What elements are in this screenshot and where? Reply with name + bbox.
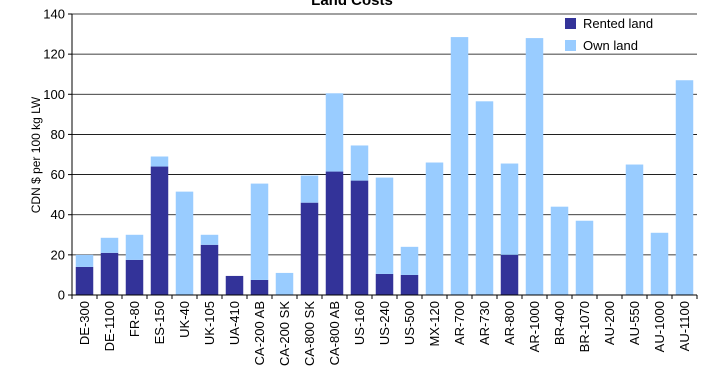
axes bbox=[68, 13, 698, 299]
bar-rented-ua-410 bbox=[225, 275, 244, 295]
x-tick-label: AR-730 bbox=[477, 301, 492, 345]
bar-rented-es-150 bbox=[150, 166, 169, 295]
x-tick-label: US-160 bbox=[352, 301, 367, 345]
chart-title: Land Costs bbox=[311, 0, 393, 9]
x-tick-label: US-240 bbox=[377, 301, 392, 345]
bar-own-ar-730 bbox=[475, 101, 494, 295]
x-tick-label: DE-1100 bbox=[102, 301, 117, 351]
bar-own-au-1100 bbox=[675, 80, 694, 295]
y-tick-label: 0 bbox=[58, 288, 65, 303]
x-tick-label: MX-120 bbox=[427, 301, 442, 347]
x-tick-label: CA-800 SK bbox=[302, 301, 317, 366]
y-tick-label: 100 bbox=[43, 87, 65, 102]
bar-rented-us-160 bbox=[350, 180, 369, 295]
x-tick-label: AR-1000 bbox=[527, 301, 542, 352]
bar-own-fr-80 bbox=[125, 234, 144, 260]
legend-swatch-rented bbox=[565, 18, 576, 29]
bar-own-au-550 bbox=[625, 164, 644, 295]
legend: Rented land Own land bbox=[565, 16, 653, 53]
bar-own-us-500 bbox=[400, 246, 419, 275]
x-tick-label: AU-550 bbox=[627, 301, 642, 345]
bar-rented-ca-800-ab bbox=[325, 171, 344, 295]
x-tick-label: DE-300 bbox=[77, 301, 92, 345]
bar-rented-de-300 bbox=[75, 266, 94, 295]
x-tick-label: FR-80 bbox=[127, 301, 142, 337]
bar-own-ca-200-ab bbox=[250, 183, 269, 280]
bar-rented-uk-105 bbox=[200, 244, 219, 295]
bar-own-mx-120 bbox=[425, 162, 444, 295]
bar-rented-de-1100 bbox=[100, 252, 119, 295]
x-tick-label: CA-200 AB bbox=[252, 301, 267, 365]
y-tick-label: 120 bbox=[43, 47, 65, 62]
y-tick-labels: 0 20 40 60 80 100 120 140 bbox=[43, 7, 65, 303]
y-tick-label: 40 bbox=[51, 207, 65, 222]
x-tick-label: AU-1000 bbox=[652, 301, 667, 352]
bar-own-au-1000 bbox=[650, 232, 669, 295]
x-tick-label: AU-200 bbox=[602, 301, 617, 345]
bar-rented-ar-800 bbox=[500, 254, 519, 295]
bar-own-uk-105 bbox=[200, 234, 219, 245]
y-tick-label: 20 bbox=[51, 247, 65, 262]
x-tick-label: AR-800 bbox=[502, 301, 517, 345]
y-tick-label: 60 bbox=[51, 167, 65, 182]
bar-rented-us-500 bbox=[400, 274, 419, 295]
x-tick-label: UA-410 bbox=[227, 301, 242, 345]
y-tick-label: 80 bbox=[51, 127, 65, 142]
x-tick-label: UK-105 bbox=[202, 301, 217, 345]
bar-own-ca-200-sk bbox=[275, 272, 294, 295]
bar-own-ca-800-sk bbox=[300, 175, 319, 203]
y-axis-label: CDN $ per 100 kg LW bbox=[29, 96, 43, 213]
x-tick-labels: DE-300 DE-1100 FR-80 ES-150 UK-40 UK-105 UA-41… bbox=[77, 301, 692, 366]
x-tick-label: AR-700 bbox=[452, 301, 467, 345]
bar-own-us-240 bbox=[375, 177, 394, 274]
legend-label-rented: Rented land bbox=[583, 16, 653, 31]
bar-own-uk-40 bbox=[175, 191, 194, 295]
x-tick-label: AU-1100 bbox=[677, 301, 692, 351]
x-tick-label: CA-200 SK bbox=[277, 301, 292, 366]
bar-own-br-400 bbox=[550, 206, 569, 295]
bar-own-ar-1000 bbox=[525, 38, 544, 295]
bar-own-us-160 bbox=[350, 145, 369, 181]
bar-own-es-150 bbox=[150, 156, 169, 167]
bar-rented-fr-80 bbox=[125, 259, 144, 295]
bars-group bbox=[75, 37, 694, 295]
x-tick-label: CA-800 AB bbox=[327, 301, 342, 365]
bar-rented-us-240 bbox=[375, 273, 394, 295]
bar-own-de-300 bbox=[75, 254, 94, 267]
legend-swatch-own bbox=[565, 40, 576, 51]
x-tick-label: ES-150 bbox=[152, 301, 167, 344]
x-tick-label: US-500 bbox=[402, 301, 417, 345]
bar-own-de-1100 bbox=[100, 237, 119, 253]
bar-own-br-1070 bbox=[575, 220, 594, 295]
bar-rented-ca-800-sk bbox=[300, 202, 319, 295]
legend-label-own: Own land bbox=[583, 38, 638, 53]
bar-own-ca-800-ab bbox=[325, 93, 344, 172]
bar-own-ar-800 bbox=[500, 163, 519, 255]
x-tick-label: UK-40 bbox=[177, 301, 192, 338]
x-tick-label: BR-1070 bbox=[577, 301, 592, 352]
x-tick-label: BR-400 bbox=[552, 301, 567, 345]
y-tick-label: 140 bbox=[43, 7, 65, 22]
bar-rented-ca-200-ab bbox=[250, 279, 269, 295]
bar-own-ar-700 bbox=[450, 37, 469, 295]
